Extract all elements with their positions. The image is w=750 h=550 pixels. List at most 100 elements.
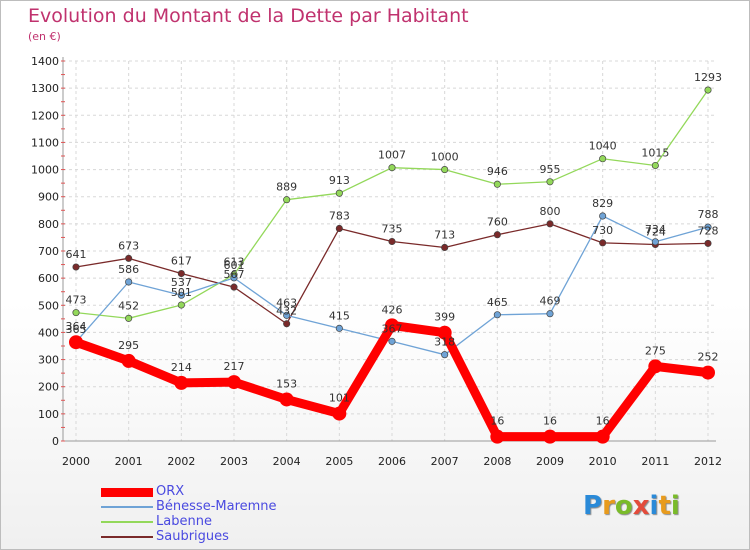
data-point: [493, 311, 501, 319]
data-point: [599, 212, 607, 220]
data-point: [125, 278, 133, 286]
data-point: [69, 335, 83, 350]
y-tick-label: 1100: [31, 136, 59, 149]
data-point: [388, 164, 396, 172]
data-label: 1293: [694, 71, 722, 84]
data-point: [546, 310, 554, 318]
data-label: 399: [434, 311, 455, 324]
x-tick-label: 2003: [220, 455, 248, 468]
data-point: [441, 243, 449, 252]
data-label: 318: [434, 336, 455, 349]
data-label: 16: [543, 415, 557, 428]
y-tick-label: 1400: [31, 55, 59, 68]
data-point: [227, 375, 241, 390]
data-point: [279, 392, 294, 407]
y-tick-label: 500: [38, 299, 59, 312]
data-point: [177, 269, 185, 278]
logo-letter: o: [614, 491, 633, 521]
data-label: 16: [490, 415, 504, 428]
data-label: 432: [276, 305, 297, 318]
data-point: [335, 224, 343, 233]
data-point: [441, 166, 449, 174]
data-point: [437, 325, 452, 340]
x-tick-label: 2010: [589, 455, 617, 468]
data-label: 217: [224, 360, 245, 373]
data-label: 153: [276, 377, 297, 390]
data-label: 1000: [431, 151, 459, 164]
data-label: 724: [645, 225, 666, 238]
y-tick-label: 400: [38, 326, 59, 339]
data-point: [283, 320, 291, 328]
data-point: [332, 406, 347, 421]
x-tick-label: 2006: [378, 455, 406, 468]
legend-swatch: [101, 521, 153, 523]
data-label: 426: [382, 303, 403, 316]
y-tick-label: 600: [38, 272, 59, 285]
data-label: 101: [329, 392, 350, 405]
data-label: 415: [329, 309, 350, 322]
legend-label: Saubrigues: [156, 529, 229, 544]
data-point: [125, 254, 133, 262]
x-tick-label: 2007: [431, 455, 459, 468]
legend-swatch: [101, 506, 153, 508]
logo-letter: P: [583, 491, 603, 521]
data-point: [174, 375, 189, 390]
data-label: 913: [329, 174, 350, 187]
y-tick-label: 0: [52, 435, 59, 448]
data-point: [177, 301, 185, 309]
x-tick-label: 2008: [483, 455, 511, 468]
y-tick-label: 300: [38, 354, 59, 367]
data-point: [283, 311, 291, 319]
data-label: 783: [329, 209, 350, 222]
data-point: [72, 263, 80, 271]
data-label: 760: [487, 216, 508, 229]
x-tick-label: 2011: [641, 455, 669, 468]
x-tick-label: 2001: [115, 455, 143, 468]
data-label: 734: [645, 223, 666, 236]
y-tick-label: 1300: [31, 82, 59, 95]
data-point: [546, 220, 554, 228]
data-label: 465: [487, 296, 508, 309]
data-label: 728: [698, 224, 719, 237]
data-point: [493, 180, 501, 188]
data-point: [121, 353, 136, 368]
legend-label: Bénesse-Maremne: [156, 499, 277, 514]
data-label: 617: [171, 255, 192, 268]
x-tick-label: 2005: [325, 455, 353, 468]
data-point: [72, 309, 80, 317]
data-point: [704, 86, 712, 94]
data-label: 673: [118, 239, 139, 252]
data-label: 800: [540, 205, 561, 218]
x-tick-label: 2004: [273, 455, 301, 468]
logo-letter: t: [658, 491, 671, 521]
data-point: [651, 161, 659, 170]
data-point: [230, 283, 238, 291]
data-point: [385, 318, 399, 333]
x-tick-label: 2012: [694, 455, 722, 468]
proxiti-logo: Proxiti: [583, 491, 680, 521]
y-tick-label: 700: [38, 245, 59, 258]
data-label: 1007: [378, 149, 406, 162]
data-point: [595, 429, 610, 444]
x-tick-label: 2002: [167, 455, 195, 468]
grid: [63, 60, 714, 442]
data-point: [546, 178, 554, 186]
data-label: 275: [645, 344, 666, 357]
x-tick-label: 2009: [536, 455, 564, 468]
y-tick-label: 1200: [31, 109, 59, 122]
data-point: [388, 337, 396, 345]
data-label: 252: [698, 351, 719, 364]
data-point: [599, 155, 607, 163]
data-labels: 364 295 214 217 153 101 426 399 16 16 16 275 252 365 5…: [66, 71, 723, 428]
data-label: 463: [276, 296, 297, 309]
data-label: 613: [224, 256, 245, 269]
data-point: [177, 291, 185, 299]
y-tick-label: 900: [38, 191, 59, 204]
data-point: [651, 238, 659, 246]
data-point: [125, 314, 133, 322]
x-tick-label: 2000: [62, 455, 90, 468]
data-point: [283, 196, 291, 204]
data-point: [599, 239, 607, 247]
